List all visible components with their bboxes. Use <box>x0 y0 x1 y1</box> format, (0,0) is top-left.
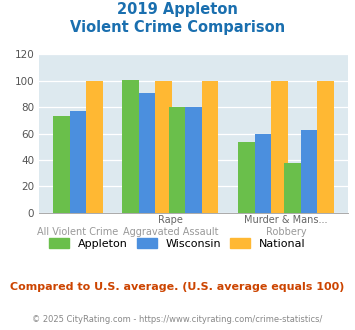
Bar <box>202 81 218 213</box>
Bar <box>238 142 255 213</box>
Text: Aggravated Assault: Aggravated Assault <box>122 227 218 237</box>
Text: All Violent Crime: All Violent Crime <box>37 227 119 237</box>
Text: 2019 Appleton: 2019 Appleton <box>117 2 238 16</box>
Bar <box>70 111 86 213</box>
Bar <box>317 81 334 213</box>
Bar <box>169 107 185 213</box>
Bar <box>284 163 301 213</box>
Text: Robbery: Robbery <box>266 227 306 237</box>
Bar <box>185 107 202 213</box>
Text: Compared to U.S. average. (U.S. average equals 100): Compared to U.S. average. (U.S. average … <box>10 282 345 292</box>
Legend: Appleton, Wisconsin, National: Appleton, Wisconsin, National <box>45 234 310 253</box>
Text: Murder & Mans...: Murder & Mans... <box>244 215 328 225</box>
Text: Violent Crime Comparison: Violent Crime Comparison <box>70 20 285 35</box>
Text: © 2025 CityRating.com - https://www.cityrating.com/crime-statistics/: © 2025 CityRating.com - https://www.city… <box>32 315 323 324</box>
Bar <box>155 81 172 213</box>
Bar <box>301 130 317 213</box>
Bar <box>255 134 271 213</box>
Bar <box>53 116 70 213</box>
Bar <box>271 81 288 213</box>
Text: Rape: Rape <box>158 215 183 225</box>
Bar <box>86 81 103 213</box>
Bar <box>122 80 139 213</box>
Bar <box>139 93 155 213</box>
